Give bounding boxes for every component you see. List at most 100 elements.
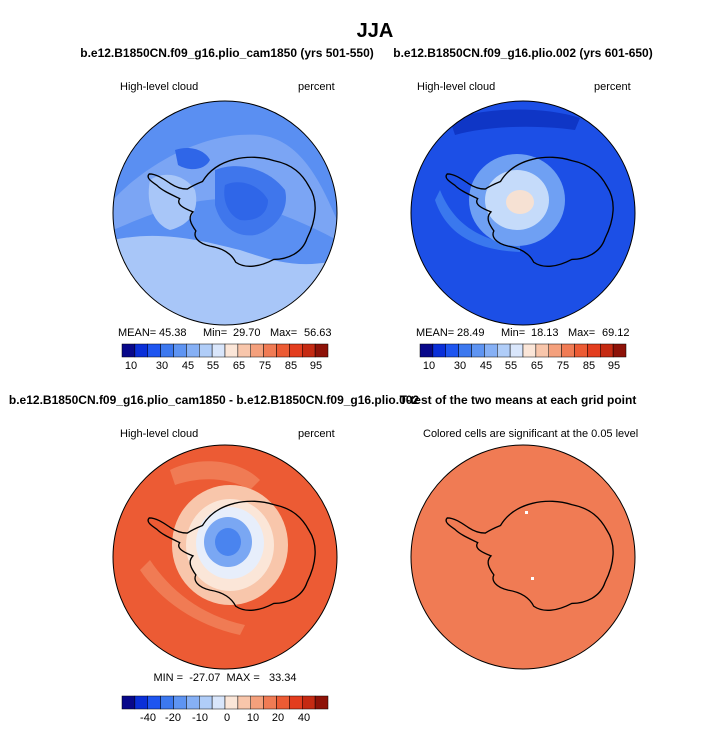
panel-1: b.e12.B1850CN.f09_g16.plio_cam1850 (yrs … [80,46,374,372]
panel-2-max: 69.12 [602,327,630,339]
panel-4-title: T-test of the two means at each grid poi… [400,393,637,407]
colorbar-swatch [302,343,316,358]
panel-1-min: 29.70 [233,327,261,339]
colorbar-tick-label: 10 [423,360,435,372]
colorbar-swatch [548,343,562,358]
panel-4: T-test of the two means at each grid poi… [400,393,638,670]
panel-2-map-border [410,100,636,326]
panel-1-left-label: High-level cloud [120,81,198,93]
colorbar-swatch [458,343,472,358]
colorbar-tick-label: 75 [557,360,569,372]
panel-3-field-mid-south [140,560,245,635]
colorbar-swatch [263,695,277,710]
colorbar-swatch [173,343,187,358]
colorbar-tick-label: 95 [608,360,620,372]
colorbar-swatch [612,343,627,358]
panel-2-right-label: percent [594,81,631,93]
colorbar-swatch [574,343,588,358]
colorbar-swatch [134,695,148,710]
colorbar-swatch [276,695,290,710]
colorbar-swatch [587,343,601,358]
panel-2-map [411,101,635,325]
panel-2: b.e12.B1850CN.f09_g16.plio.002 (yrs 601-… [393,46,652,372]
panel-3-minmax: MIN = -27.07 MAX = 33.34 [153,672,296,684]
colorbar-tick-label: 45 [480,360,492,372]
colorbar-swatch [160,343,174,358]
panel-1-min-label: Min= [203,327,227,339]
colorbar-tick-label: 85 [583,360,595,372]
colorbar-tick-label: -20 [165,712,181,724]
colorbar-swatch [224,695,239,710]
panel-1-mean-label: MEAN= [118,327,156,339]
panel-1-max: 56.63 [304,327,332,339]
panel-3-left-label: High-level cloud [120,428,198,440]
colorbar-swatch [173,695,187,710]
panel-2-left-label: High-level cloud [417,81,495,93]
colorbar-tick-label: 65 [233,360,245,372]
colorbar-tick-label: 40 [298,712,310,724]
colorbar-swatch [600,343,614,358]
panel-3-map [113,445,337,669]
panel-1-mean: 45.38 [159,327,187,339]
colorbar-tick-label: 45 [182,360,194,372]
colorbar-tick-label: 30 [156,360,168,372]
colorbar-tick-label: 0 [224,712,230,724]
colorbar-tick-label: 85 [285,360,297,372]
panel-3-map-border [112,444,338,670]
panel-1-map-border [112,100,338,326]
colorbar-tick-label: 10 [247,712,259,724]
colorbar-swatch [432,343,446,358]
colorbar-swatch [522,343,537,358]
colorbar-swatch [314,695,329,710]
panel-3-colorbar: -40 -20 -10 0 10 20 40 [121,695,329,724]
colorbar-swatch [147,343,161,358]
colorbar-swatch [211,695,226,710]
colorbar-swatch [289,343,303,358]
panel-1-right-label: percent [298,81,335,93]
colorbar-swatch [497,343,511,358]
panel-2-field-top [450,109,580,135]
colorbar-swatch [186,343,200,358]
colorbar-swatch [263,343,277,358]
colorbar-swatch [302,695,316,710]
panel-2-max-label: Max= [568,327,595,339]
colorbar-tick-label: -40 [140,712,156,724]
panel-4-field-base [411,445,635,669]
panel-3-field-mid [170,461,260,490]
colorbar-swatch [250,695,264,710]
panel-1-title: b.e12.B1850CN.f09_g16.plio_cam1850 (yrs … [80,46,374,60]
colorbar-swatch [121,343,136,358]
panel-2-min: 18.13 [531,327,559,339]
colorbar-swatch [199,695,213,710]
colorbar-swatch [484,343,498,358]
colorbar-swatch [276,343,290,358]
colorbar-tick-label: 55 [207,360,219,372]
panel-2-field-sea [435,190,520,252]
panel-4-left-label: Colored cells are significant at the 0.0… [423,428,638,440]
panel-1-max-label: Max= [270,327,297,339]
figure-title: JJA [357,20,394,42]
colorbar-tick-label: 30 [454,360,466,372]
panel-3-right-label: percent [298,428,335,440]
colorbar-swatch [509,343,524,358]
panel-2-mean: 28.49 [457,327,485,339]
panel-1-colorbar: 10 30 45 55 65 75 85 95 [121,343,329,372]
colorbar-swatch [134,343,148,358]
colorbar-swatch [445,343,459,358]
colorbar-swatch [471,343,485,358]
panel-4-insignificant-cell [525,511,528,514]
panel-4-insignificant-cell [531,577,534,580]
panel-3: b.e12.B1850CN.f09_g16.plio_cam1850 - b.e… [9,393,420,724]
panel-1-field-deep [224,182,268,221]
panel-2-mean-label: MEAN= [416,327,454,339]
colorbar-tick-label: 10 [125,360,137,372]
colorbar-swatch [224,343,239,358]
colorbar-swatch [121,695,136,710]
colorbar-swatch [561,343,575,358]
panel-2-colorbar: 10 30 45 55 65 75 85 95 [419,343,627,372]
panel-4-map [411,445,635,669]
colorbar-tick-label: 20 [272,712,284,724]
colorbar-tick-label: 95 [310,360,322,372]
panel-1-map [113,101,337,325]
